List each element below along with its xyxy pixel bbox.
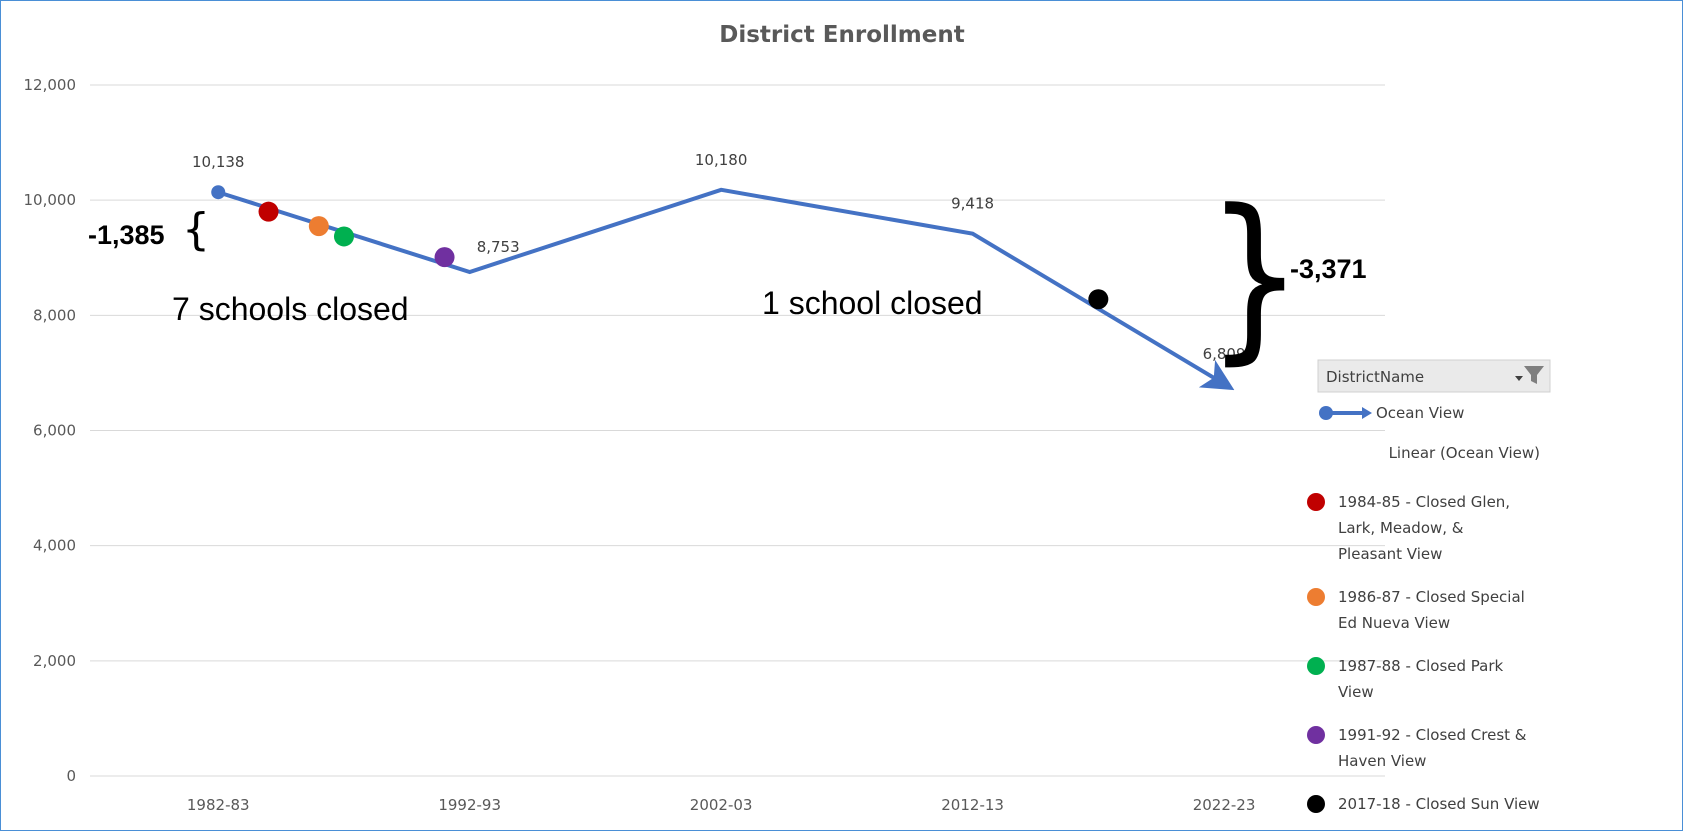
chevron-down-icon[interactable] (1515, 376, 1523, 381)
x-tick-label: 1992-93 (438, 796, 501, 814)
chart-title: District Enrollment (719, 22, 964, 48)
left-closure-note: 7 schools closed (172, 291, 409, 327)
legend-swatch-dot (1307, 588, 1325, 606)
data-label: 10,138 (192, 153, 245, 171)
series-line-ocean-view (217, 187, 1235, 391)
legend-header-bar[interactable] (1317, 359, 1551, 393)
y-tick-label: 12,000 (24, 76, 77, 94)
legend-entry-label: View (1338, 683, 1374, 701)
data-label: 6,809 (1203, 345, 1246, 363)
right-closure-note: 1 school closed (762, 285, 983, 321)
legend-entry-label: Ed Nueva View (1338, 614, 1450, 632)
series-point (211, 185, 226, 200)
right-change-label: -3,371 (1290, 254, 1367, 284)
x-tick-label: 2022-23 (1193, 796, 1256, 814)
legend-swatch-dot (1307, 726, 1325, 744)
legend-entry-label: Haven View (1338, 752, 1426, 770)
legend-entry-label: 1987-88 - Closed Park (1338, 657, 1504, 675)
legend-swatch-dot (1307, 493, 1325, 511)
data-label: 8,753 (477, 238, 520, 256)
data-label: 9,418 (951, 195, 994, 213)
y-tick-label: 6,000 (33, 422, 76, 440)
legend-entry-label: Pleasant View (1338, 545, 1442, 563)
legend-entry-label: 2017-18 - Closed Sun View (1338, 795, 1540, 813)
filter-icon[interactable] (1524, 366, 1544, 384)
y-tick-label: 10,000 (24, 191, 77, 209)
closure-marker (1088, 289, 1109, 310)
closure-marker (258, 201, 279, 222)
legend-entry-label: 1991-92 - Closed Crest & (1338, 726, 1527, 744)
legend-entry-label: 1986-87 - Closed Special (1338, 588, 1525, 606)
legend-swatch-dot (1307, 657, 1325, 675)
y-tick-label: 0 (66, 767, 76, 785)
closure-marker (434, 247, 455, 268)
left-brace: { (182, 204, 210, 255)
closure-marker (308, 216, 329, 237)
arrow-right-icon (1362, 407, 1372, 419)
left-change-label: -1,385 (88, 220, 165, 250)
legend-header: DistrictName (1326, 368, 1424, 386)
x-tick-label: 1982-83 (187, 796, 250, 814)
data-label: 10,180 (695, 151, 748, 169)
closure-marker (333, 226, 354, 247)
x-tick-label: 2012-13 (941, 796, 1004, 814)
legend-swatch-dot (1307, 795, 1325, 813)
legend-entry-label: Ocean View (1376, 404, 1464, 422)
legend-entry-label: 1984-85 - Closed Glen, (1338, 493, 1510, 511)
legend-entry-label: Linear (Ocean View) (1389, 444, 1540, 462)
legend-entry-label: Lark, Meadow, & (1338, 519, 1464, 537)
x-tick-label: 2002-03 (690, 796, 753, 814)
y-tick-label: 8,000 (33, 306, 76, 324)
y-tick-label: 4,000 (33, 537, 76, 555)
y-tick-label: 2,000 (33, 652, 76, 670)
right-brace: } (1206, 172, 1303, 381)
